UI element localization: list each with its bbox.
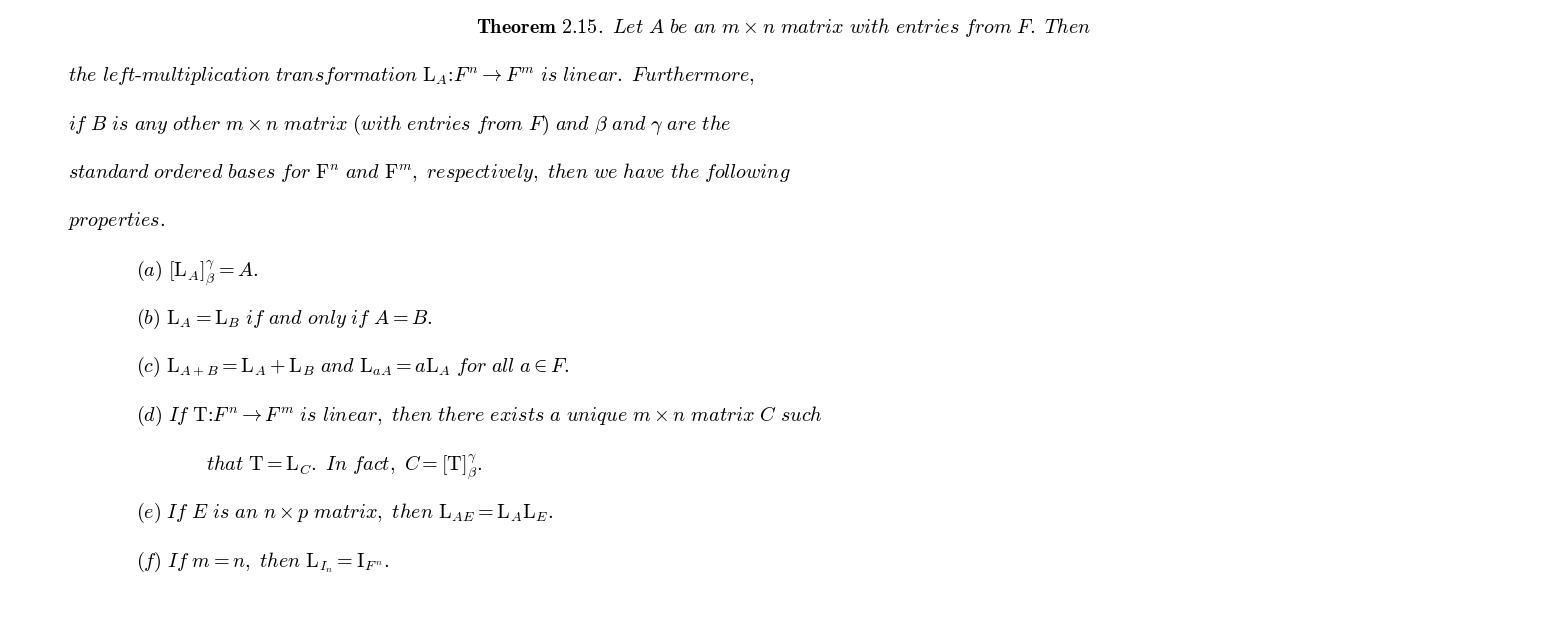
Text: $\mathit{(a)}\ [\mathrm{L}_A]^\gamma_\beta = A.$: $\mathit{(a)}\ [\mathrm{L}_A]^\gamma_\be… [135,258,259,287]
Text: $\mathit{(c)}\ \mathrm{L}_{A+B} = \mathrm{L}_A + \mathrm{L}_B\ \mathit{and}\ \ma: $\mathit{(c)}\ \mathrm{L}_{A+B} = \mathr… [135,355,569,379]
Text: $\mathit{(e)}\ \mathit{If}\ E\ \mathit{is\ an}\ n\times p\ \mathit{matrix,\ then: $\mathit{(e)}\ \mathit{If}\ E\ \mathit{i… [135,501,554,525]
Text: $\mathit{standard\ ordered\ bases\ for}\ \mathrm{F}^n\ \mathit{and}\ \mathrm{F}^: $\mathit{standard\ ordered\ bases\ for}\… [69,161,790,184]
Text: $\mathbf{Theorem\ 2.15.}\ \mathit{Let}\ A\ \mathit{be\ an}\ m\times n\ \mathit{m: $\mathbf{Theorem\ 2.15.}\ \mathit{Let}\ … [477,15,1091,39]
Text: $\mathit{that}\ \mathrm{T} = \mathrm{L}_C\mathit{.\ In\ fact,}\ C = [\mathrm{T}]: $\mathit{that}\ \mathrm{T} = \mathrm{L}_… [205,452,483,481]
Text: $\mathit{(d)}\ \mathit{If}\ \mathrm{T}\colon F^n\to F^m\ \mathit{is\ linear,\ th: $\mathit{(d)}\ \mathit{If}\ \mathrm{T}\c… [135,403,822,428]
Text: $\mathit{if}\ B\ \mathit{is\ any\ other}\ m\times n\ \mathit{matrix\ (with\ entr: $\mathit{if}\ B\ \mathit{is\ any\ other}… [69,112,732,137]
Text: $\mathit{the\ left\text{-}multiplication\ transformation}\ \mathrm{L}_A\colon F^: $\mathit{the\ left\text{-}multiplication… [69,64,756,87]
Text: $\mathit{(f)}\ \mathit{If}\ m = n\mathit{,\ then}\ \mathrm{L}_{I_n} = \mathrm{I}: $\mathit{(f)}\ \mathit{If}\ m = n\mathit… [135,549,389,575]
Text: $\mathit{(b)}\ \mathrm{L}_A = \mathrm{L}_B\ \mathit{if\ and\ only\ if}\ A = B.$: $\mathit{(b)}\ \mathrm{L}_A = \mathrm{L}… [135,306,433,331]
Text: $\mathit{properties.}$: $\mathit{properties.}$ [69,209,166,232]
